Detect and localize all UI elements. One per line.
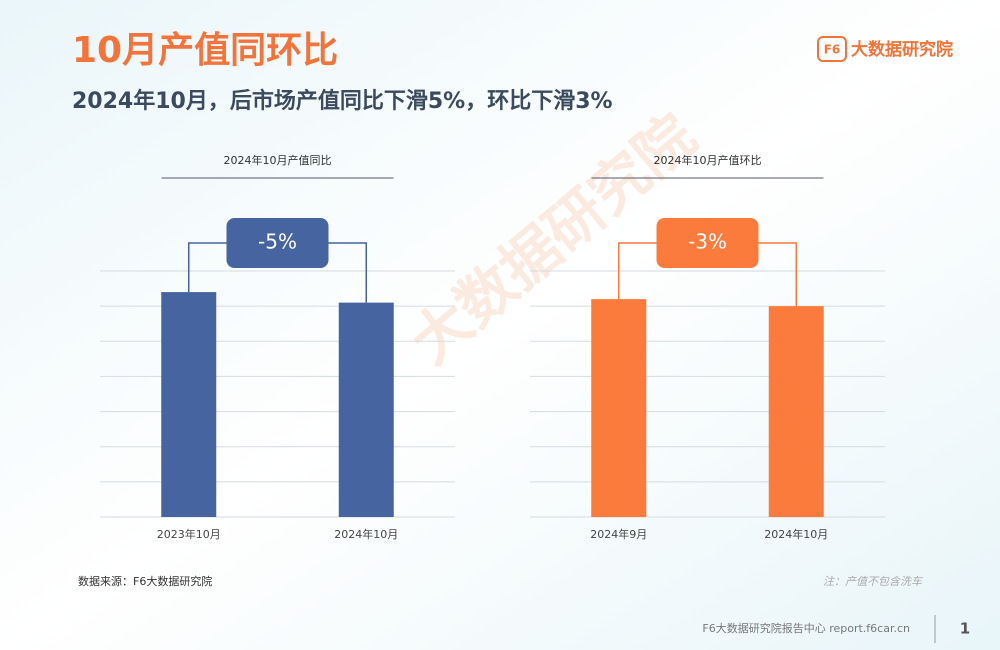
bar <box>338 302 394 517</box>
chart-title: 2024年10月产值环比 <box>654 153 762 167</box>
x-tick-label: 2024年10月 <box>764 527 828 541</box>
x-tick-label: 2023年10月 <box>157 527 221 541</box>
annotation-box <box>656 218 759 268</box>
x-tick-label: 2024年10月 <box>334 527 398 541</box>
subtitle: 2024年10月，后市场产值同比下滑5%，环比下滑3% <box>72 88 613 114</box>
logo-box <box>817 36 847 62</box>
connector <box>758 242 797 307</box>
bar <box>768 306 824 517</box>
annotation-box <box>226 218 329 268</box>
page-number: 1 <box>960 620 970 638</box>
bar <box>591 299 647 517</box>
connector <box>188 242 227 293</box>
x-tick-label: 2024年9月 <box>590 527 647 541</box>
annotation: -5% <box>258 230 297 254</box>
connector <box>618 242 657 300</box>
annotation: -3% <box>688 230 727 254</box>
bar <box>161 292 217 517</box>
footer-text: F6大数据研究院报告中心 report.f6car.cn <box>702 621 910 635</box>
title: 10月产值同环比 <box>72 30 338 71</box>
connector <box>328 242 367 303</box>
logo-text: 大数据研究院 <box>851 39 953 60</box>
chart-title: 2024年10月产值同比 <box>224 153 332 167</box>
logo-mark: F6 <box>824 43 841 57</box>
note: 注：产值不包含洗车 <box>823 575 924 588</box>
source: 数据来源：F6大数据研究院 <box>78 574 212 588</box>
